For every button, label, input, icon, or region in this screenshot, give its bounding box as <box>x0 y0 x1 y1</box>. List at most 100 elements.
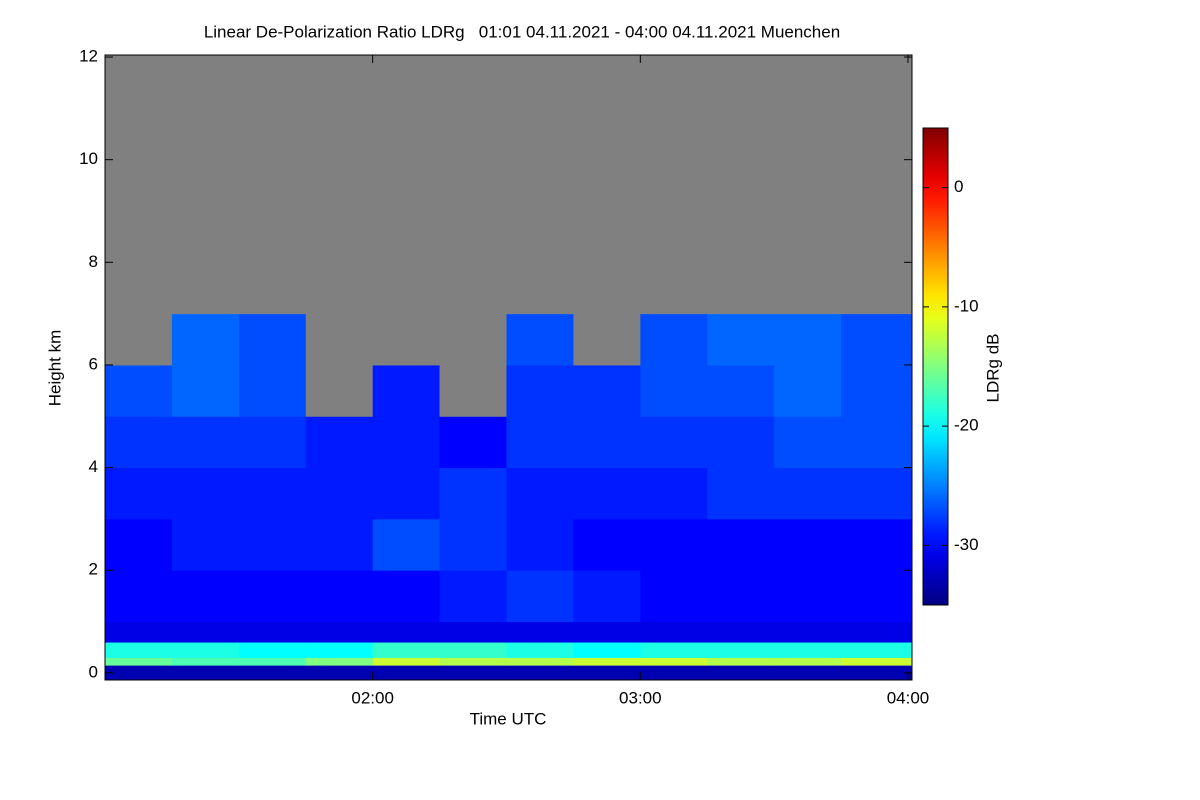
heatmap-cell <box>305 642 374 658</box>
heatmap-cell <box>171 657 240 666</box>
heatmap-cell <box>841 364 913 417</box>
heatmap-cell <box>506 364 574 417</box>
heatmap-cell <box>439 518 507 571</box>
colorbar-tick-label: -30 <box>954 535 979 554</box>
heatmap-cell <box>105 518 173 571</box>
heatmap-cell <box>707 621 775 643</box>
heatmap-cell <box>105 621 173 643</box>
heatmap-cell <box>372 364 441 417</box>
heatmap-cell <box>841 467 913 520</box>
heatmap-cell <box>372 621 441 643</box>
heatmap-cell <box>105 665 173 681</box>
heatmap-cell <box>573 287 641 315</box>
x-tick-label: 02:00 <box>351 688 394 707</box>
heatmap-cell <box>439 657 507 666</box>
heatmap-cell <box>171 518 240 571</box>
heatmap-cell <box>439 570 507 623</box>
heatmap-cell <box>506 665 574 681</box>
heatmap-cell <box>171 467 240 520</box>
heatmap-cell <box>439 416 507 469</box>
heatmap-cell <box>171 665 240 681</box>
heatmap-cell <box>573 467 641 520</box>
heatmap-cell <box>774 518 842 571</box>
heatmap-cell <box>841 665 913 681</box>
heatmap-cell <box>707 313 775 366</box>
heatmap-cell <box>640 364 708 417</box>
heatmap-cell <box>640 665 708 681</box>
heatmap-cell <box>105 364 173 417</box>
heatmap-cell <box>372 313 441 366</box>
y-tick-label: 8 <box>89 252 98 271</box>
colorbar-label: LDRg dB <box>983 334 1002 403</box>
heatmap-cell <box>640 657 708 666</box>
heatmap-cell <box>439 313 507 366</box>
heatmap-cell <box>774 657 842 666</box>
heatmap-cell <box>774 642 842 658</box>
heatmap-cell <box>640 518 708 571</box>
y-tick-label: 10 <box>79 149 98 168</box>
heatmap-cell <box>305 467 374 520</box>
heatmap-cell <box>573 621 641 643</box>
heatmap-cell <box>105 657 173 666</box>
heatmap-cell <box>573 665 641 681</box>
heatmap-cell <box>439 621 507 643</box>
heatmap-cell <box>305 657 374 666</box>
heatmap-cell <box>238 518 307 571</box>
heatmap-cell <box>305 665 374 681</box>
heatmap-cell <box>506 621 574 643</box>
heatmap-cell <box>439 467 507 520</box>
x-tick-label: 03:00 <box>619 688 662 707</box>
heatmap-cell <box>506 518 574 571</box>
heatmap-cell <box>841 642 913 658</box>
heatmap-cell <box>171 570 240 623</box>
heatmap-cell <box>640 416 708 469</box>
heatmap-cell <box>238 621 307 643</box>
heatmap-cell <box>238 467 307 520</box>
heatmap-cell <box>105 313 173 366</box>
y-tick-label: 12 <box>79 47 98 66</box>
heatmap-cell <box>573 364 641 417</box>
heatmap-cell <box>640 621 708 643</box>
heatmap-cell <box>841 518 913 571</box>
heatmap-cell <box>841 313 913 366</box>
heatmap-cell <box>640 313 708 366</box>
x-tick-label: 04:00 <box>887 688 930 707</box>
heatmap-cell <box>238 657 307 666</box>
heatmap-cell <box>372 467 441 520</box>
heatmap-cell <box>774 570 842 623</box>
heatmap-cell <box>774 665 842 681</box>
heatmap-cell <box>238 642 307 658</box>
heatmap-cell <box>305 416 374 469</box>
heatmap-cell <box>573 313 641 366</box>
heatmap-cell <box>640 287 708 315</box>
heatmap-cell <box>707 467 775 520</box>
heatmap-cell <box>439 364 507 417</box>
colorbar <box>922 127 949 606</box>
heatmap-cell <box>238 665 307 681</box>
heatmap-cell <box>640 467 708 520</box>
heatmap-cell <box>774 621 842 643</box>
heatmap-cell <box>439 665 507 681</box>
heatmap-cell <box>171 313 240 366</box>
y-tick-label: 6 <box>89 354 98 373</box>
heatmap-cell <box>439 287 507 315</box>
heatmap-cell <box>506 287 574 315</box>
colorbar-tick-label: -10 <box>954 296 979 315</box>
heatmap-cell <box>573 518 641 571</box>
heatmap-cell <box>841 416 913 469</box>
heatmap-cell <box>707 657 775 666</box>
heatmap-cell <box>171 621 240 643</box>
heatmap-cell <box>305 570 374 623</box>
heatmap-cell <box>105 467 173 520</box>
heatmap-cell <box>774 287 842 315</box>
heatmap-cell <box>105 287 173 315</box>
heatmap-cell <box>707 416 775 469</box>
heatmap-cell <box>707 287 775 315</box>
heatmap-cell <box>707 665 775 681</box>
heatmap-cell <box>774 467 842 520</box>
heatmap-cell <box>774 416 842 469</box>
heatmap-cell <box>238 570 307 623</box>
heatmap-cell <box>305 518 374 571</box>
heatmap-cell <box>372 642 441 658</box>
